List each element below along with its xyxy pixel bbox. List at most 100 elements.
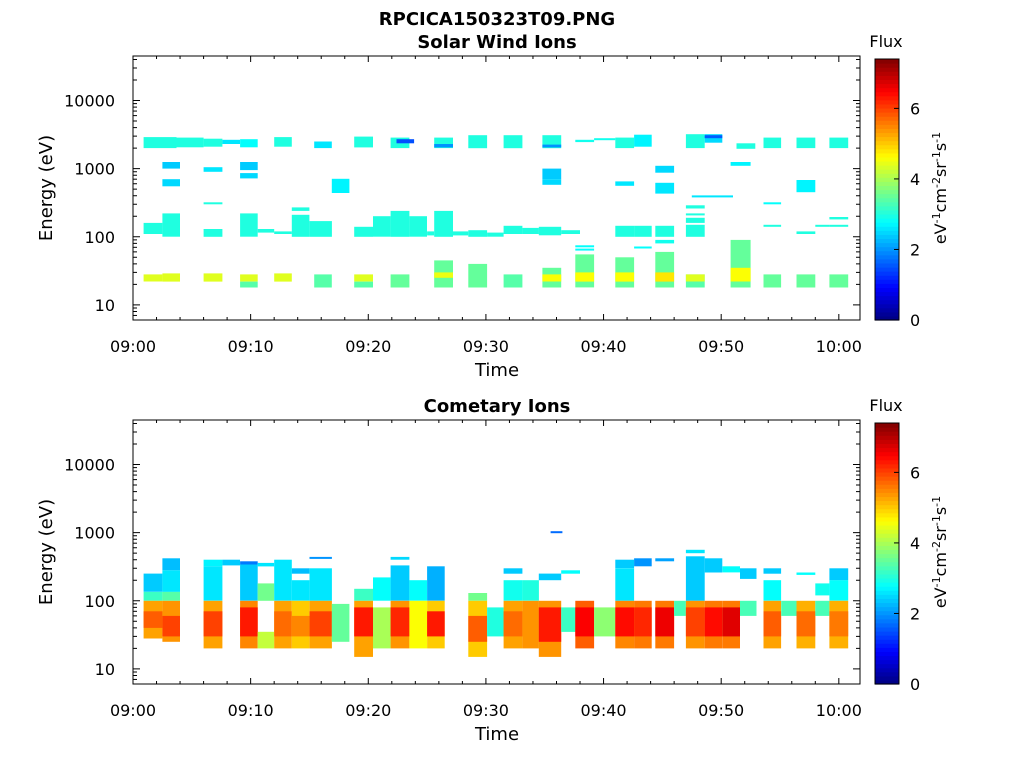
cometary-ions-colorbar-band — [875, 565, 899, 571]
cometary-ions-colorbar-band — [875, 561, 899, 567]
cometary-ions-flux-cell — [162, 558, 180, 571]
cometary-ions-colorbar-band — [875, 655, 899, 661]
solar-wind-ions-flux-cell — [354, 226, 373, 237]
solar-wind-ions-flux-cell — [575, 139, 595, 143]
solar-wind-ions-flux-cell — [575, 245, 595, 248]
solar-wind-ions-colorbar-title: Flux — [869, 32, 902, 51]
solar-wind-ions-flux-cell — [829, 217, 849, 220]
solar-wind-ions-flux-cell — [615, 137, 635, 149]
solar-wind-ions-flux-cell — [274, 231, 292, 234]
solar-wind-ions-x-tick-label: 09:10 — [228, 337, 274, 356]
cometary-ions-flux-cell — [763, 611, 782, 637]
solar-wind-ions-flux-cell — [730, 267, 751, 282]
cometary-ions-colorbar-band — [875, 496, 899, 502]
cometary-ions-flux-cell — [143, 573, 163, 592]
solar-wind-ions-flux-cell — [503, 225, 523, 234]
cometary-ions-colorbar-band — [875, 443, 899, 449]
solar-wind-ions-y-axis-label: Energy (eV) — [36, 135, 57, 241]
solar-wind-ions-colorbar-band — [875, 156, 899, 162]
solar-wind-ions-colorbar-band — [875, 299, 899, 305]
solar-wind-ions-colorbar-band — [875, 238, 899, 244]
solar-wind-ions-plot-frame — [132, 55, 861, 321]
cometary-ions-colorbar-band — [875, 435, 899, 440]
solar-wind-ions-colorbar-band — [875, 152, 899, 158]
cometary-ions-flux-cell — [722, 566, 740, 573]
cometary-ions-colorbar-band — [875, 651, 899, 657]
cometary-ions-flux-cell — [309, 568, 332, 601]
solar-wind-ions-colorbar-unit: eV-1cm-2sr-1s-1 — [930, 132, 951, 244]
cometary-ions-y-tick-label: 10000 — [64, 456, 115, 475]
solar-wind-ions-colorbar-band — [875, 169, 899, 174]
solar-wind-ions-colorbar-band — [875, 266, 899, 272]
solar-wind-ions-title: Solar Wind Ions — [417, 32, 576, 53]
cometary-ions-colorbar-band — [875, 480, 899, 485]
cometary-ions-colorbar-band — [875, 606, 899, 612]
cometary-ions-flux-cell — [781, 600, 797, 616]
solar-wind-ions-flux-cell — [162, 162, 180, 169]
solar-wind-ions-colorbar-band — [875, 209, 899, 215]
solar-wind-ions-flux-cell — [409, 216, 427, 237]
solar-wind-ions-flux-cell — [203, 202, 223, 205]
cometary-ions-colorbar-band — [875, 492, 899, 498]
solar-wind-ions-colorbar-band — [875, 181, 899, 187]
cometary-ions-flux-cell — [309, 556, 332, 559]
cometary-ions-flux-cell — [162, 591, 180, 601]
solar-wind-ions-flux-cell — [655, 165, 675, 173]
solar-wind-ions-flux-cell — [796, 231, 816, 234]
solar-wind-ions-x-tick-label: 09:20 — [345, 337, 391, 356]
cometary-ions-colorbar-band — [875, 569, 899, 575]
solar-wind-ions-flux-cell — [542, 144, 562, 148]
cometary-ions-y-axis-label: Energy (eV) — [36, 499, 57, 605]
solar-wind-ions-flux-cell — [240, 173, 258, 179]
cometary-ions-y-tick-label: 100 — [84, 592, 115, 611]
cometary-ions-flux-cell — [722, 607, 740, 637]
cometary-ions-colorbar-unit: eV-1cm-2sr-1s-1 — [930, 496, 951, 608]
cometary-ions-flux-cell — [815, 600, 830, 616]
solar-wind-ions-flux-cell — [176, 137, 204, 148]
solar-wind-ions-colorbar-band — [875, 173, 899, 178]
solar-wind-ions-flux-cell — [203, 273, 223, 282]
cometary-ions-flux-cell — [522, 580, 539, 601]
cometary-ions-x-tick-label: 09:40 — [580, 701, 626, 720]
solar-wind-ions-flux-cell — [434, 210, 453, 237]
solar-wind-ions-colorbar-band — [875, 132, 899, 138]
cometary-ions-flux-cell — [143, 611, 163, 628]
solar-wind-ions-colorbar-band — [875, 307, 899, 313]
cometary-ions-flux-cell — [240, 561, 258, 565]
cometary-ions-flux-cell — [740, 600, 757, 616]
solar-wind-ions-colorbar-band — [875, 124, 899, 129]
cometary-ions-colorbar-band — [875, 504, 899, 510]
solar-wind-ions-flux-cell — [354, 274, 373, 282]
cometary-ions-colorbar-band — [875, 463, 899, 469]
solar-wind-ions-flux-cell — [162, 213, 180, 237]
cometary-ions-flux-cell — [203, 611, 223, 637]
cometary-ions-colorbar-band — [875, 614, 899, 620]
solar-wind-ions-colorbar-band — [875, 71, 899, 76]
cometary-ions-flux-cell — [704, 558, 723, 573]
cometary-ions-flux-cell — [427, 566, 445, 601]
cometary-ions-flux-cell — [240, 564, 258, 601]
solar-wind-ions-y-tick-label: 10 — [95, 296, 115, 315]
solar-wind-ions-colorbar-band — [875, 144, 899, 150]
solar-wind-ions-colorbar-band — [875, 283, 899, 288]
solar-wind-ions-flux-cell — [542, 274, 562, 282]
solar-wind-ions-flux-cell — [143, 274, 163, 282]
solar-wind-ions-flux-cell — [829, 224, 849, 227]
cometary-ions-flux-cell — [373, 607, 391, 649]
solar-wind-ions-colorbar-band — [875, 116, 899, 121]
cometary-ions-colorbar-band — [875, 679, 899, 685]
cometary-ions-colorbar-band — [875, 427, 899, 432]
solar-wind-ions-flux-cell — [468, 135, 488, 149]
cometary-ions-flux-cell — [427, 611, 445, 637]
solar-wind-ions-flux-cell — [396, 139, 415, 144]
cometary-ions-flux-cell — [291, 615, 310, 637]
cometary-ions-x-axis-label: Time — [474, 724, 519, 745]
solar-wind-ions-flux-cell — [655, 272, 675, 282]
cometary-ions-colorbar-frame — [874, 422, 900, 685]
solar-wind-ions-flux-cell — [354, 136, 373, 148]
cometary-ions-flux-cell — [203, 559, 223, 567]
cometary-ions-colorbar-band — [875, 675, 899, 681]
solar-wind-ions-flux-cell — [685, 274, 705, 282]
solar-wind-ions-colorbar-band — [875, 160, 899, 166]
solar-wind-ions-flux-cell — [655, 239, 675, 244]
